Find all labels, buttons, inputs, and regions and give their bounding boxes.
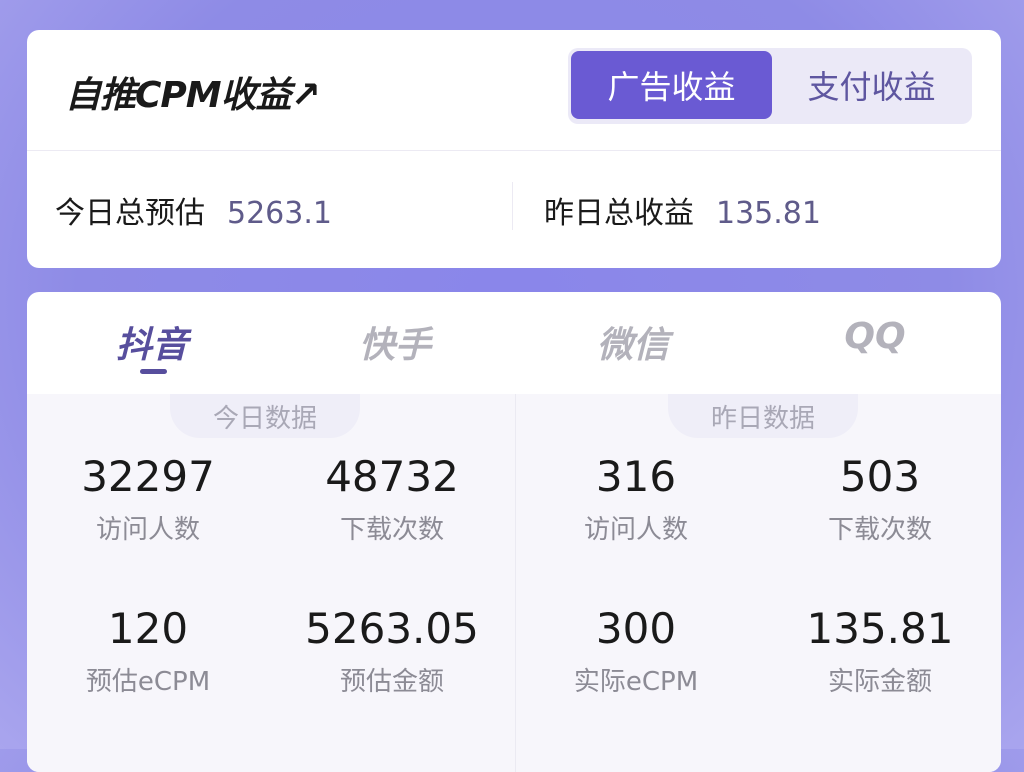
metric-value: 5263.05 xyxy=(305,604,479,653)
yesterday-total-label: 昨日总收益 xyxy=(544,196,694,231)
today-visitors: 32297 访问人数 xyxy=(81,452,215,546)
tab-douyin[interactable]: 抖音 xyxy=(115,325,189,366)
today-data-label: 今日数据 xyxy=(170,394,360,438)
metric-value: 120 xyxy=(107,604,189,653)
divider xyxy=(27,150,1001,151)
yesterday-total-value: 135.81 xyxy=(716,196,821,231)
page-title: 自推CPM收益↗ xyxy=(65,75,321,116)
today-downloads: 48732 下载次数 xyxy=(325,452,459,546)
tab-wechat[interactable]: 微信 xyxy=(596,325,670,366)
tab-kuaishou[interactable]: 快手 xyxy=(358,325,432,366)
active-tab-indicator xyxy=(140,369,167,374)
metric-value: 316 xyxy=(595,452,677,501)
ad-revenue-button[interactable]: 广告收益 xyxy=(571,51,772,119)
metric-value: 48732 xyxy=(325,452,459,501)
platform-data-card: 抖音 快手 微信 QQ 今日数据 昨日数据 32297 访问人数 48732 下载次… xyxy=(27,292,1001,772)
yesterday-visitors: 316 访问人数 xyxy=(584,452,688,546)
metric-label: 预估eCPM xyxy=(85,667,211,697)
metric-value: 135.81 xyxy=(806,604,954,653)
metric-label: 访问人数 xyxy=(95,515,201,545)
metric-value: 300 xyxy=(595,604,677,653)
today-ecpm: 120 预估eCPM xyxy=(86,604,210,698)
metric-label: 预估金额 xyxy=(339,667,444,697)
metric-value: 503 xyxy=(839,452,921,501)
payment-revenue-button[interactable]: 支付收益 xyxy=(807,68,936,106)
tab-qq[interactable]: QQ xyxy=(844,316,906,357)
metric-value: 32297 xyxy=(81,452,215,501)
today-total-estimate: 今日总预估 5263.1 xyxy=(55,188,332,232)
metric-label: 下载次数 xyxy=(339,515,445,545)
divider xyxy=(515,394,516,772)
today-total-label: 今日总预估 xyxy=(55,196,205,231)
metric-label: 实际eCPM xyxy=(573,667,699,697)
metric-label: 访问人数 xyxy=(583,515,689,545)
yesterday-downloads: 503 下载次数 xyxy=(828,452,932,546)
metric-label: 下载次数 xyxy=(827,515,933,545)
metric-label: 实际金额 xyxy=(827,667,932,697)
yesterday-total-revenue: 昨日总收益 135.81 xyxy=(544,188,821,232)
yesterday-data-label: 昨日数据 xyxy=(668,394,858,438)
today-total-value: 5263.1 xyxy=(227,196,332,231)
data-area xyxy=(27,394,1001,772)
divider xyxy=(512,182,513,230)
yesterday-ecpm: 300 实际eCPM xyxy=(574,604,698,698)
today-amount: 5263.05 预估金额 xyxy=(305,604,479,698)
revenue-summary-card: 自推CPM收益↗ 广告收益 支付收益 今日总预估 5263.1 昨日总收益 13… xyxy=(27,30,1001,268)
yesterday-amount: 135.81 实际金额 xyxy=(807,604,954,698)
revenue-type-toggle: 广告收益 支付收益 xyxy=(568,48,972,124)
